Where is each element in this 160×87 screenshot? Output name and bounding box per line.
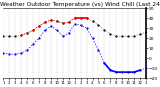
Title: Milwaukee Weather Outdoor Temperature (vs) Wind Chill (Last 24 Hours): Milwaukee Weather Outdoor Temperature (v… xyxy=(0,2,160,7)
